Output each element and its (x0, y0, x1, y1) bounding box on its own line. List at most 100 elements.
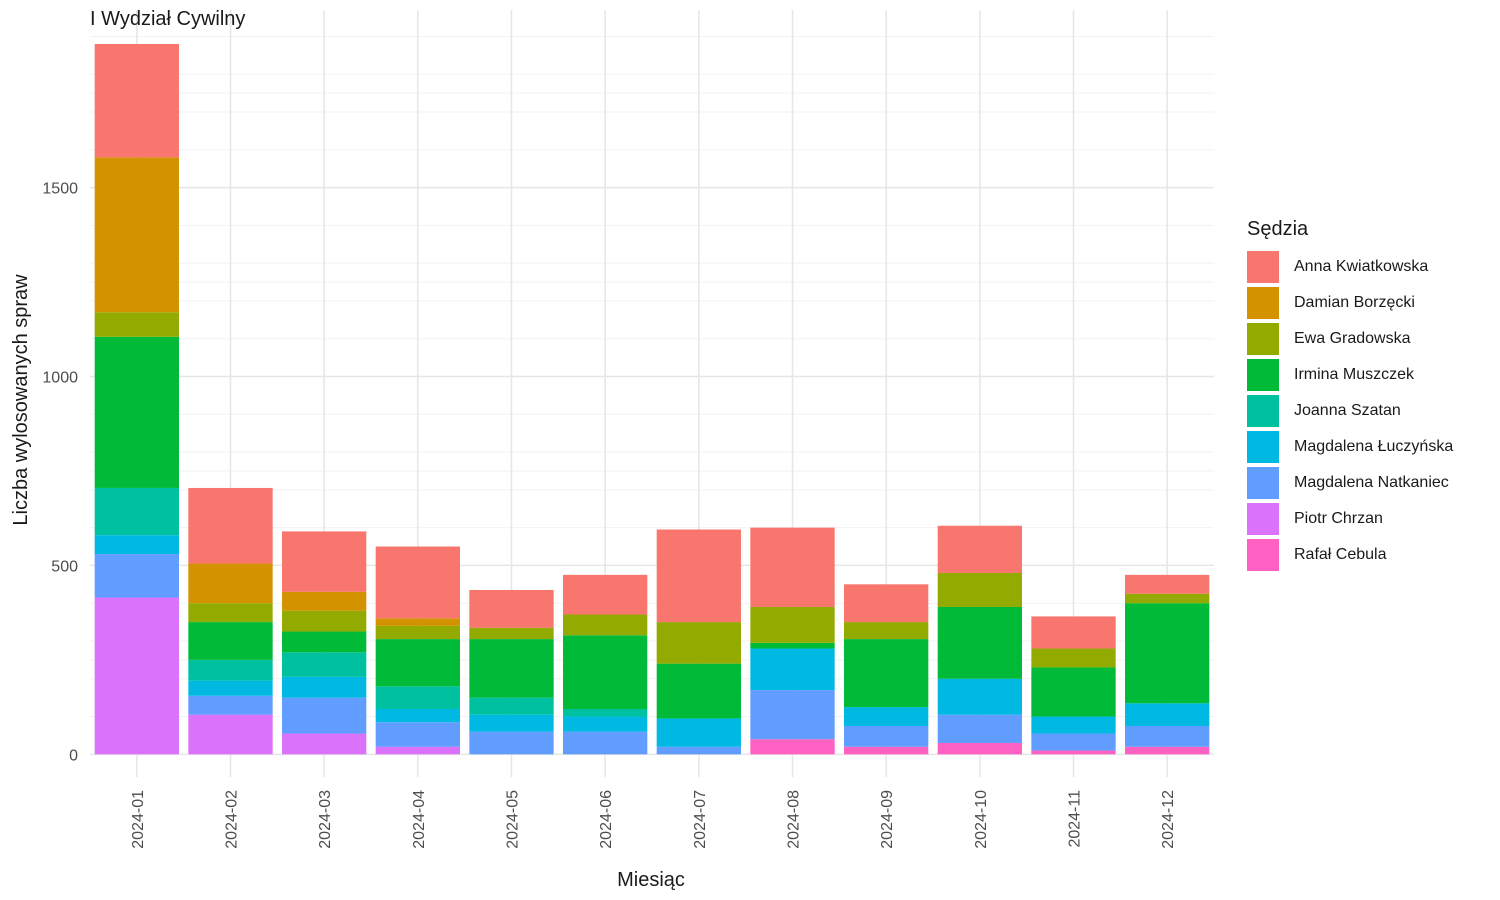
bar-segment (563, 574, 648, 615)
legend-item: Magdalena Natkaniec (1247, 465, 1453, 501)
legend-label: Piotr Chrzan (1294, 510, 1383, 527)
legend-item: Magdalena Łuczyńska (1247, 429, 1453, 465)
bar-segment (937, 714, 1022, 743)
x-tick-label: 2024-09 (879, 790, 896, 849)
legend-label: Ewa Gradowska (1294, 330, 1411, 347)
legend-label: Irmina Muszczek (1294, 366, 1415, 383)
legend-swatch (1247, 503, 1279, 535)
x-tick-label: 2024-03 (317, 790, 334, 849)
legend-swatch (1247, 359, 1279, 391)
bar-segment (94, 554, 179, 598)
bar-segment (375, 686, 460, 709)
legend-swatch (1247, 287, 1279, 319)
bar-segment (94, 312, 179, 337)
legend-item: Piotr Chrzan (1247, 501, 1453, 537)
bar-segment (188, 714, 273, 755)
bar-segment (469, 697, 554, 715)
y-tick-label: 1000 (42, 369, 78, 386)
bar-segment (282, 733, 367, 755)
bar-segment (469, 589, 554, 628)
bar-segment (188, 659, 273, 681)
legend-swatch (1247, 431, 1279, 463)
legend-swatch (1247, 539, 1279, 571)
legend-label: Anna Kwiatkowska (1294, 258, 1429, 275)
bar-segment (1031, 750, 1116, 755)
bar-segment (844, 725, 929, 747)
bar-segment (188, 563, 273, 604)
y-axis-label: Liczba wylosowanych spraw (10, 274, 32, 526)
bar-segment (1031, 733, 1116, 751)
x-tick-label: 2024-04 (411, 790, 428, 849)
y-tick-label: 0 (69, 747, 78, 764)
bar-segment (188, 603, 273, 623)
x-tick-label: 2024-12 (1160, 790, 1177, 849)
bar-segment (937, 525, 1022, 573)
bar-segment (656, 746, 741, 755)
bar-segment (1125, 746, 1210, 755)
x-axis-label: Miesiąc (617, 869, 685, 891)
bar-segment (282, 610, 367, 632)
bar-segment (844, 746, 929, 755)
bar-segment (656, 529, 741, 623)
bar-segment (750, 690, 835, 740)
x-tick-label: 2024-05 (505, 790, 522, 849)
bar-segment (563, 614, 648, 636)
legend-label: Rafał Cebula (1294, 546, 1387, 563)
bar-segment (188, 695, 273, 715)
legend-item: Irmina Muszczek (1247, 357, 1453, 393)
axes: 0 500 1000 1500 2024-01 2024-02 2024-03 2024-04… (42, 181, 1177, 849)
legend-swatch (1247, 251, 1279, 283)
bar-segment (656, 622, 741, 664)
y-tick-label: 1500 (42, 181, 78, 198)
bar-segment (1125, 574, 1210, 594)
legend-label: Damian Borzęcki (1294, 294, 1415, 311)
bar-segment (375, 708, 460, 723)
x-tick-label: 2024-10 (973, 790, 990, 849)
bar-segment (375, 546, 460, 619)
bar-segment (563, 731, 648, 755)
x-tick-label: 2024-08 (786, 790, 803, 849)
legend-swatch (1247, 323, 1279, 355)
bar-segment (469, 731, 554, 755)
bar-segment (282, 591, 367, 611)
bar-segment (282, 631, 367, 653)
legend: Sędzia Anna Kwiatkowska Damian Borzęcki Ew… (1247, 218, 1453, 573)
bar-segment (1031, 616, 1116, 649)
legend-swatch (1247, 395, 1279, 427)
bar-segment (375, 722, 460, 747)
bar-segment (1031, 667, 1116, 717)
bar-segment (750, 606, 835, 643)
bar-segment (937, 606, 1022, 679)
bar-segment (937, 572, 1022, 607)
bar-segment (282, 531, 367, 592)
bar-segment (94, 535, 179, 555)
legend-items: Anna Kwiatkowska Damian Borzęcki Ewa Grado… (1247, 249, 1453, 573)
legend-item: Damian Borzęcki (1247, 285, 1453, 321)
bar-segment (937, 678, 1022, 715)
chart-title: I Wydział Cywilny (90, 8, 246, 30)
y-tick-label: 500 (51, 558, 78, 575)
bar-segment (563, 635, 648, 709)
bar-segment (656, 663, 741, 719)
bar-segment (1125, 603, 1210, 704)
bars (94, 44, 1210, 755)
bar-segment (750, 739, 835, 755)
x-tick-label: 2024-07 (692, 790, 709, 849)
legend-item: Joanna Szatan (1247, 393, 1453, 429)
legend-label: Magdalena Natkaniec (1294, 474, 1449, 491)
bar-segment (375, 746, 460, 755)
bar-segment (282, 652, 367, 677)
x-tick-label: 2024-01 (130, 790, 147, 849)
bar-segment (188, 622, 273, 660)
x-tick-label: 2024-06 (598, 790, 615, 849)
bar-segment (94, 597, 179, 755)
bar-segment (563, 716, 648, 732)
bar-segment (282, 697, 367, 734)
bar-segment (750, 648, 835, 691)
bar-segment (1031, 716, 1116, 734)
legend-title: Sędzia (1247, 218, 1309, 240)
legend-label: Joanna Szatan (1294, 402, 1401, 419)
legend-swatch (1247, 467, 1279, 499)
bar-segment (375, 625, 460, 640)
